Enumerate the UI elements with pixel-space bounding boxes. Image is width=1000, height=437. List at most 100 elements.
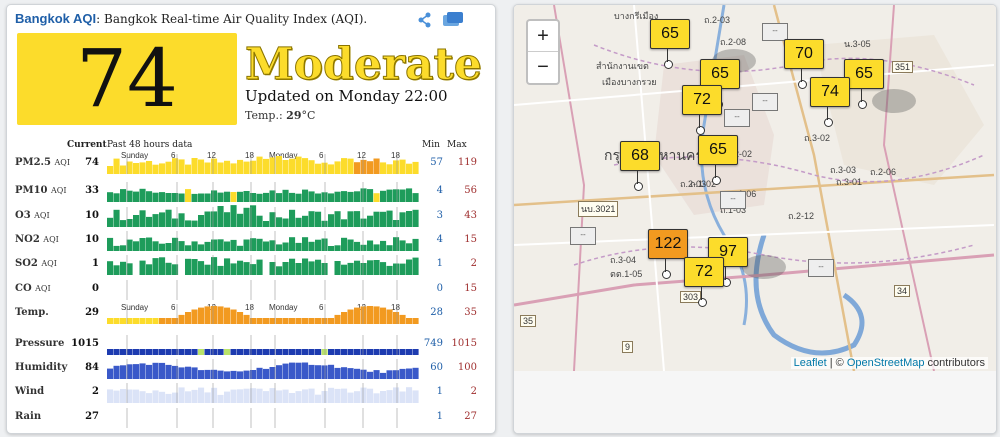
metric-text: PM2.5 xyxy=(15,157,51,168)
sparkline-bar xyxy=(373,244,380,251)
aqi-station-marker[interactable]: 72 xyxy=(682,85,722,135)
aqi-value-box: 74 xyxy=(17,33,237,125)
no-data-marker[interactable]: -- xyxy=(752,93,778,111)
sparkline-bar xyxy=(230,163,237,174)
map-place-label: ถ.2-02 xyxy=(726,149,752,159)
sparkline-bar xyxy=(126,389,133,403)
metric-max: 15 xyxy=(464,283,477,294)
sparkline-bar xyxy=(256,215,263,227)
map-footer xyxy=(514,371,996,433)
sparkline-bar xyxy=(347,309,354,324)
sparkline-bar xyxy=(289,258,296,275)
no-data-marker[interactable]: -- xyxy=(724,109,750,127)
sparkline-bar xyxy=(373,158,380,174)
sparkline-bar xyxy=(302,389,309,403)
sparkline-bar xyxy=(373,306,380,324)
sparkline-bar xyxy=(230,349,237,355)
leaflet-link[interactable]: Leaflet xyxy=(793,357,827,369)
sparkline-bar xyxy=(237,389,244,403)
sparkline-bar xyxy=(224,258,231,275)
site-title-link[interactable]: Bangkok AQI xyxy=(15,11,97,26)
sparkline-bar xyxy=(165,193,172,202)
metric-text: AQI xyxy=(51,186,67,195)
metric-label: Pressure xyxy=(15,338,64,349)
sparkline-bar xyxy=(256,367,263,379)
sparkline-bar xyxy=(159,362,166,379)
aqi-station-marker[interactable]: 122 xyxy=(648,229,688,279)
sparkline-bar xyxy=(224,160,231,174)
sparkline-bar xyxy=(224,191,231,202)
sparkline-bar xyxy=(406,318,413,324)
sparkline-bar xyxy=(146,191,153,202)
no-data-marker[interactable]: -- xyxy=(720,191,746,209)
aqi-station-marker[interactable]: 72 xyxy=(684,257,724,307)
sparkline-bar xyxy=(269,190,276,202)
sparkline-bar xyxy=(178,241,185,251)
zoom-in-button[interactable]: + xyxy=(537,25,549,47)
osm-link[interactable]: OpenStreetMap xyxy=(846,357,925,369)
sparkline-bar xyxy=(399,159,406,174)
sparkline-bar xyxy=(373,370,380,379)
metric-current: 0 xyxy=(92,283,99,294)
sparkline-bar xyxy=(185,349,192,355)
no-data-marker[interactable]: -- xyxy=(808,259,834,277)
sparkline-bar xyxy=(412,349,419,355)
sparkline-bar xyxy=(152,349,159,355)
metric-max: 1015 xyxy=(451,338,477,349)
sparkline-bar xyxy=(334,367,341,379)
sparkline-bar xyxy=(367,306,374,324)
sparkline-bar xyxy=(256,193,263,202)
aqi-station-marker[interactable]: 74 xyxy=(810,77,850,127)
map-place-label: ถ.2-03 xyxy=(680,179,706,189)
sparkline-bar xyxy=(347,158,354,174)
sparkline-bar xyxy=(256,388,263,403)
sparkline-bar xyxy=(412,257,419,275)
sparkline-bar xyxy=(276,349,283,355)
aqi-station-marker[interactable]: 68 xyxy=(620,141,660,191)
sparkline-bar xyxy=(191,389,198,403)
sparkline-bar xyxy=(295,349,302,355)
sparkline-bar xyxy=(328,193,335,202)
aqi-station-marker[interactable]: 65 xyxy=(698,135,738,185)
sparkline-bar xyxy=(139,188,146,202)
metric-current: 10 xyxy=(85,210,99,221)
aqi-station-marker[interactable]: 65 xyxy=(844,59,884,109)
sparkline-bar xyxy=(269,262,276,275)
sparkline-bar xyxy=(367,189,374,202)
sparkline-bar xyxy=(172,218,179,227)
no-data-marker[interactable]: -- xyxy=(762,23,788,41)
aqi-station-marker[interactable]: 65 xyxy=(650,19,690,69)
no-data-marker[interactable]: -- xyxy=(570,227,596,245)
sparkline-bar xyxy=(172,365,179,379)
sparkline-bar xyxy=(406,188,413,202)
sparkline-bar xyxy=(289,362,296,379)
sparkline-bar xyxy=(406,163,413,174)
metric-current: 1 xyxy=(92,258,99,269)
sparkline-bar xyxy=(139,391,146,403)
map-canvas[interactable]: บางกรีเมือง ถ.2-03 ถ.2-08 น.3-05 สำนักงานเขต… xyxy=(514,5,996,371)
zoom-out-button[interactable]: − xyxy=(528,51,558,82)
sparkline-bar xyxy=(250,349,257,355)
sparkline-chart xyxy=(107,255,419,275)
sparkline-bar xyxy=(107,318,114,324)
sparkline-bar xyxy=(302,349,309,355)
aqi-station-marker[interactable]: 70 xyxy=(784,39,824,89)
share-icon[interactable] xyxy=(418,12,431,28)
sparkline-bar xyxy=(393,349,400,355)
sparkline-bar xyxy=(315,211,322,227)
sparkline-bar xyxy=(360,263,367,275)
sparkline-bar xyxy=(347,191,354,202)
sparkline-bar xyxy=(120,318,127,324)
sparkline-bar xyxy=(347,211,354,227)
metric-text: AQI xyxy=(54,158,70,167)
sparkline-bar xyxy=(302,318,309,324)
metric-current: 10 xyxy=(85,234,99,245)
sparkline-bar xyxy=(393,237,400,251)
sparkline-bar xyxy=(367,371,374,379)
sparkline-bar xyxy=(230,205,237,227)
sparkline-bar xyxy=(237,312,244,324)
sparkline-bar xyxy=(354,260,361,275)
sparkline-bar xyxy=(289,209,296,227)
sparkline-bar xyxy=(399,349,406,355)
windows-icon[interactable] xyxy=(443,12,463,26)
